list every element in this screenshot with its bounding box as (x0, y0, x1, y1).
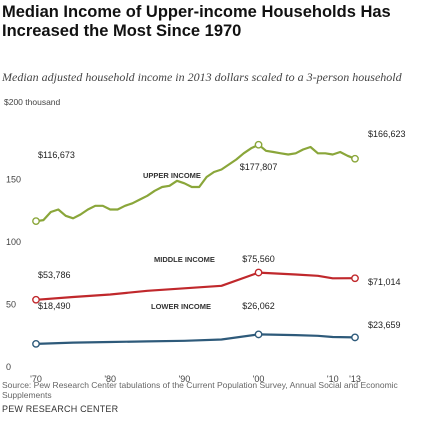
x-tick-label: '13 (349, 374, 361, 384)
y-tick-label: 100 (6, 237, 21, 247)
x-tick-label: '80 (104, 374, 116, 384)
start-marker (32, 295, 40, 304)
series-name-label: LOWER INCOME (151, 302, 211, 311)
series-upper-income: UPPER INCOME $116,673 $177,807 $166,623 (32, 129, 406, 226)
peak-value-label: $177,807 (240, 162, 278, 172)
start-value-label: $116,673 (38, 150, 75, 160)
end-value-label: $23,659 (368, 320, 401, 330)
credit-line: PEW RESEARCH CENTER (2, 404, 119, 414)
series-name-label: MIDDLE INCOME (154, 255, 215, 264)
x-tick-label: '10 (327, 374, 339, 384)
end-marker (351, 333, 359, 342)
end-marker (351, 154, 359, 163)
series-line (34, 143, 357, 223)
x-tick-label: '90 (179, 374, 191, 384)
chart-subtitle: Median adjusted household income in 2013… (2, 70, 402, 84)
y-axis: $200 thousand 150 100 50 0 (4, 97, 61, 372)
start-value-label: $53,786 (38, 270, 71, 280)
peak-marker (254, 268, 263, 277)
series-name-label: UPPER INCOME (143, 171, 201, 180)
end-value-label: $71,014 (368, 277, 401, 287)
series-line (34, 333, 357, 345)
start-value-label: $18,490 (38, 301, 71, 311)
peak-marker (254, 330, 263, 339)
peak-value-label: $26,062 (242, 301, 275, 311)
y-tick-label: 150 (6, 175, 21, 185)
x-axis: '70 '80 '90 '00 '10 '13 (30, 374, 361, 384)
chart-title: Median Income of Upper-income Households… (2, 3, 391, 40)
end-marker (351, 274, 359, 283)
series-middle-income: MIDDLE INCOME $53,786 $75,560 $71,014 (32, 254, 401, 304)
x-tick-label: '00 (253, 374, 265, 384)
x-tick-label: '70 (30, 374, 42, 384)
peak-value-label: $75,560 (242, 254, 275, 264)
peak-marker (254, 140, 263, 149)
series-lower-income: LOWER INCOME $18,490 $26,062 $23,659 (32, 301, 401, 348)
start-marker (32, 217, 40, 226)
end-value-label: $166,623 (368, 129, 406, 139)
source-note: Source: Pew Research Center tabulations … (2, 380, 398, 400)
start-marker (32, 339, 40, 348)
y-tick-label: 0 (6, 362, 11, 372)
y-axis-title: $200 thousand (4, 97, 61, 107)
y-tick-label: 50 (6, 300, 16, 310)
series-layer: UPPER INCOME $116,673 $177,807 $166,623 MIDD… (32, 129, 406, 348)
series-line (34, 271, 357, 301)
